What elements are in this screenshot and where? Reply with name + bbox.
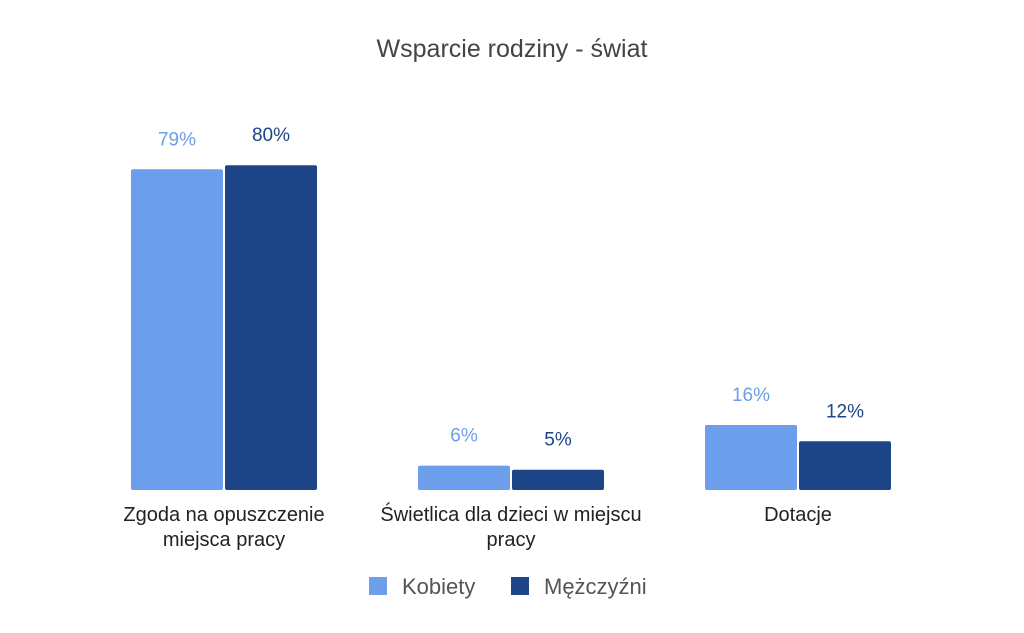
legend-swatch-mezczyzni bbox=[511, 577, 529, 595]
bar-kobiety-1 bbox=[131, 169, 223, 490]
value-label-mezczyzni-1: 80% bbox=[252, 125, 290, 146]
bar-kobiety-3 bbox=[705, 425, 797, 490]
category-label-3-line-1: Dotacje bbox=[764, 504, 832, 526]
bar-mezczyzni-2 bbox=[512, 469, 604, 490]
legend-label-kobiety: Kobiety bbox=[402, 574, 475, 599]
bar-mezczyzni-3 bbox=[799, 441, 891, 490]
legend: Kobiety Mężczyźni bbox=[369, 574, 647, 599]
category-label-1-line-2: miejsca pracy bbox=[163, 529, 285, 551]
value-label-kobiety-2: 6% bbox=[450, 426, 478, 447]
bar-mezczyzni-1 bbox=[225, 165, 317, 490]
value-labels-group: 79% 80% 6% 5% 16% 12% bbox=[158, 125, 864, 451]
category-label-2-line-1: Świetlica dla dzieci w miejscu bbox=[380, 502, 641, 526]
value-label-mezczyzni-3: 12% bbox=[826, 401, 864, 422]
bar-kobiety-2 bbox=[418, 465, 510, 490]
value-label-mezczyzni-2: 5% bbox=[544, 430, 572, 451]
chart-title: Wsparcie rodziny - świat bbox=[377, 35, 648, 63]
value-label-kobiety-1: 79% bbox=[158, 129, 196, 150]
bars-group bbox=[131, 165, 891, 490]
value-label-kobiety-3: 16% bbox=[732, 385, 770, 406]
legend-label-mezczyzni: Mężczyźni bbox=[544, 574, 647, 599]
category-label-1-line-1: Zgoda na opuszczenie bbox=[123, 504, 324, 526]
category-label-2-line-2: pracy bbox=[487, 529, 536, 551]
legend-swatch-kobiety bbox=[369, 577, 387, 595]
category-labels-group: Zgoda na opuszczenie miejsca pracy Świetli… bbox=[123, 502, 832, 551]
